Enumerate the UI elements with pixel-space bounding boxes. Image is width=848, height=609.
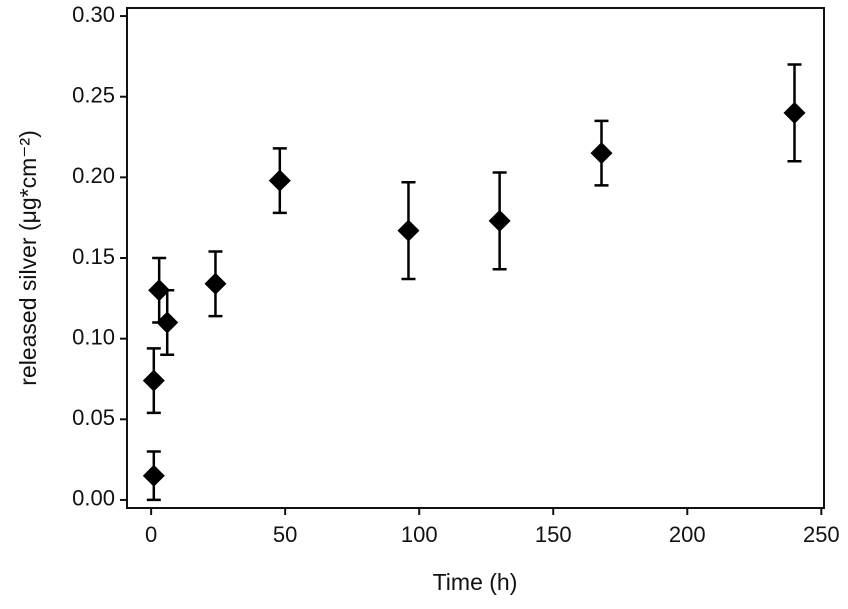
y-tick-label: 0.10 — [72, 324, 115, 349]
x-axis-title: Time (h) — [433, 569, 518, 595]
x-tick-label: 100 — [401, 522, 438, 547]
marker — [268, 169, 291, 192]
x-tick-label: 250 — [803, 522, 840, 547]
marker — [142, 464, 165, 487]
marker — [156, 311, 179, 334]
y-tick-label: 0.25 — [72, 83, 115, 108]
plot-frame — [126, 7, 825, 509]
marker — [142, 369, 165, 392]
y-tick-label: 0.05 — [72, 405, 115, 430]
x-tick-label: 200 — [669, 522, 706, 547]
y-tick-label: 0.00 — [72, 486, 115, 511]
x-tick-label: 0 — [145, 522, 157, 547]
x-tick-label: 150 — [535, 522, 572, 547]
y-tick-label: 0.20 — [72, 163, 115, 188]
marker — [488, 209, 511, 232]
marker — [783, 101, 806, 124]
marker — [397, 219, 420, 242]
y-tick-label: 0.30 — [72, 2, 115, 27]
marker — [148, 279, 171, 302]
y-tick-label: 0.15 — [72, 244, 115, 269]
marker — [204, 272, 227, 295]
y-axis-title: released silver (μg*cm⁻²) — [15, 130, 41, 385]
marker — [590, 142, 613, 165]
x-tick-label: 50 — [273, 522, 297, 547]
